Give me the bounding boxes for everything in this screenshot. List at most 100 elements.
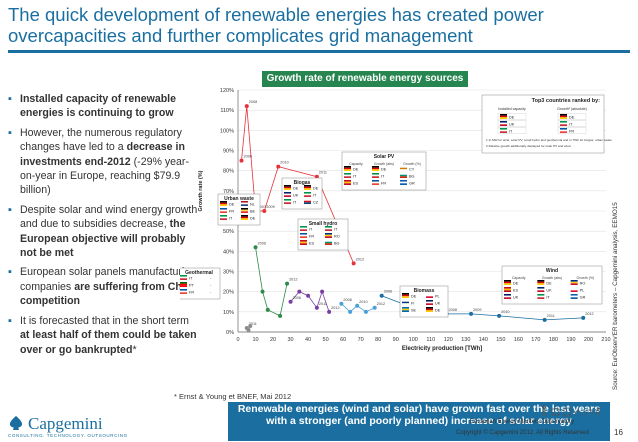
point-year-label: 2012 [377, 302, 385, 306]
callout-country-code: RO [334, 235, 340, 239]
callout-country-code: UK [513, 296, 519, 300]
legend-cell [557, 120, 587, 127]
x-tick-label: 10 [252, 337, 258, 343]
flag-icon [344, 173, 351, 175]
point-year-label: 2008 [249, 100, 257, 104]
callout-col-header: Growth (abs) [374, 162, 394, 166]
callout-country-code: BG [409, 175, 415, 179]
x-tick-label: 60 [340, 337, 346, 343]
flag-icon [325, 234, 332, 237]
flag-icon [300, 227, 307, 230]
flag-icon [372, 176, 379, 178]
data-point [497, 313, 502, 318]
flag-icon [241, 218, 248, 220]
flag-icon [372, 166, 379, 168]
flag-icon [402, 296, 409, 298]
flag-icon [504, 288, 511, 291]
legend-cell [497, 120, 527, 127]
callout-country-code: PL [435, 295, 440, 299]
callout-country-code: DE [381, 168, 387, 172]
callout-col-header: Growth (%) [576, 276, 594, 280]
flag-icon [304, 192, 311, 194]
flag-icon [180, 278, 187, 280]
data-point [542, 317, 547, 322]
flag-icon [504, 295, 511, 298]
flag-icon [241, 202, 248, 205]
legend-country-code: FR [569, 130, 574, 134]
flag-icon [241, 204, 248, 206]
callout-country-code: IT [189, 277, 193, 281]
flag-icon [284, 193, 291, 196]
flag-icon [504, 281, 511, 284]
callout-country-code: IT [334, 228, 338, 232]
wind-turbine-icon [541, 406, 547, 417]
series-line-small-hydro [290, 290, 330, 312]
flag-icon [400, 180, 407, 182]
legend-footnote: 1 In MW for wind, solar PV, small hydro … [486, 138, 612, 142]
legend-title: Top3 countries ranked by: [532, 98, 601, 104]
flag-icon [537, 288, 545, 291]
callout-country-code: DE [313, 187, 319, 191]
flag-icon [300, 229, 307, 231]
point-year-label: 2011 [249, 322, 257, 326]
callout-country-code: DE [435, 309, 441, 313]
data-point [278, 313, 283, 318]
series-line-biogas [255, 247, 288, 317]
flag-icon [402, 300, 409, 302]
data-point [372, 305, 377, 310]
grid-icon [585, 409, 593, 415]
flag-icon [402, 294, 409, 297]
flag-icon [304, 199, 311, 201]
point-year-label: 2006 [293, 296, 301, 300]
flag-icon [402, 310, 409, 312]
flag-icon [537, 283, 545, 285]
callout-country-code: IT [313, 194, 317, 198]
flag-icon [400, 174, 407, 177]
data-point [320, 289, 325, 294]
y-tick-label: 10% [223, 310, 234, 316]
flag-icon [325, 229, 332, 231]
point-year-label: 2011 [319, 302, 327, 306]
callout-country-code: DE [229, 203, 235, 207]
flag-icon [537, 280, 545, 282]
data-point [469, 311, 474, 316]
callout-country-code: DE [250, 217, 256, 221]
data-point [297, 289, 302, 294]
callout-country-code: DE [546, 282, 552, 286]
x-tick-label: 20 [270, 337, 276, 343]
data-point [355, 303, 360, 308]
data-point [348, 309, 353, 314]
x-tick-label: 100 [409, 337, 418, 343]
flag-icon [400, 173, 407, 175]
callout-country-code: PT [189, 284, 195, 288]
energy-icons [541, 405, 601, 417]
flag-icon [220, 215, 227, 217]
callout-country-code: IT [293, 201, 297, 205]
flag-icon [304, 185, 311, 187]
flag-icon [504, 280, 511, 282]
x-tick-label: 150 [496, 337, 505, 343]
callout-country-code: FR [189, 291, 194, 295]
flag-icon [300, 243, 307, 245]
source-note: Source: EurObserv'ER barometers – Capgem… [612, 202, 619, 390]
y-tick-label: 50% [223, 229, 234, 235]
flag-icon [500, 117, 507, 119]
flag-icon [537, 281, 545, 284]
data-point [339, 301, 344, 306]
bullet-item: European solar panels manufacturing comp… [8, 265, 198, 308]
flag-icon [344, 176, 351, 178]
flag-icon [220, 216, 227, 219]
footnote: * Ernst & Young et BNEF, Mai 2012 [174, 392, 292, 401]
x-tick-label: 110 [426, 337, 435, 343]
flag-icon [344, 166, 351, 168]
callout-country-code: GR [580, 296, 586, 300]
data-point [327, 309, 332, 314]
flag-icon [426, 307, 433, 309]
flag-icon [570, 290, 578, 292]
flag-icon [241, 216, 248, 219]
legend-cell [557, 113, 587, 120]
flag-icon [537, 287, 545, 289]
copyright-text: Copyright © Capgemini 2012. All Rights R… [456, 430, 589, 436]
flag-icon [344, 174, 351, 177]
flag-icon [402, 303, 409, 305]
